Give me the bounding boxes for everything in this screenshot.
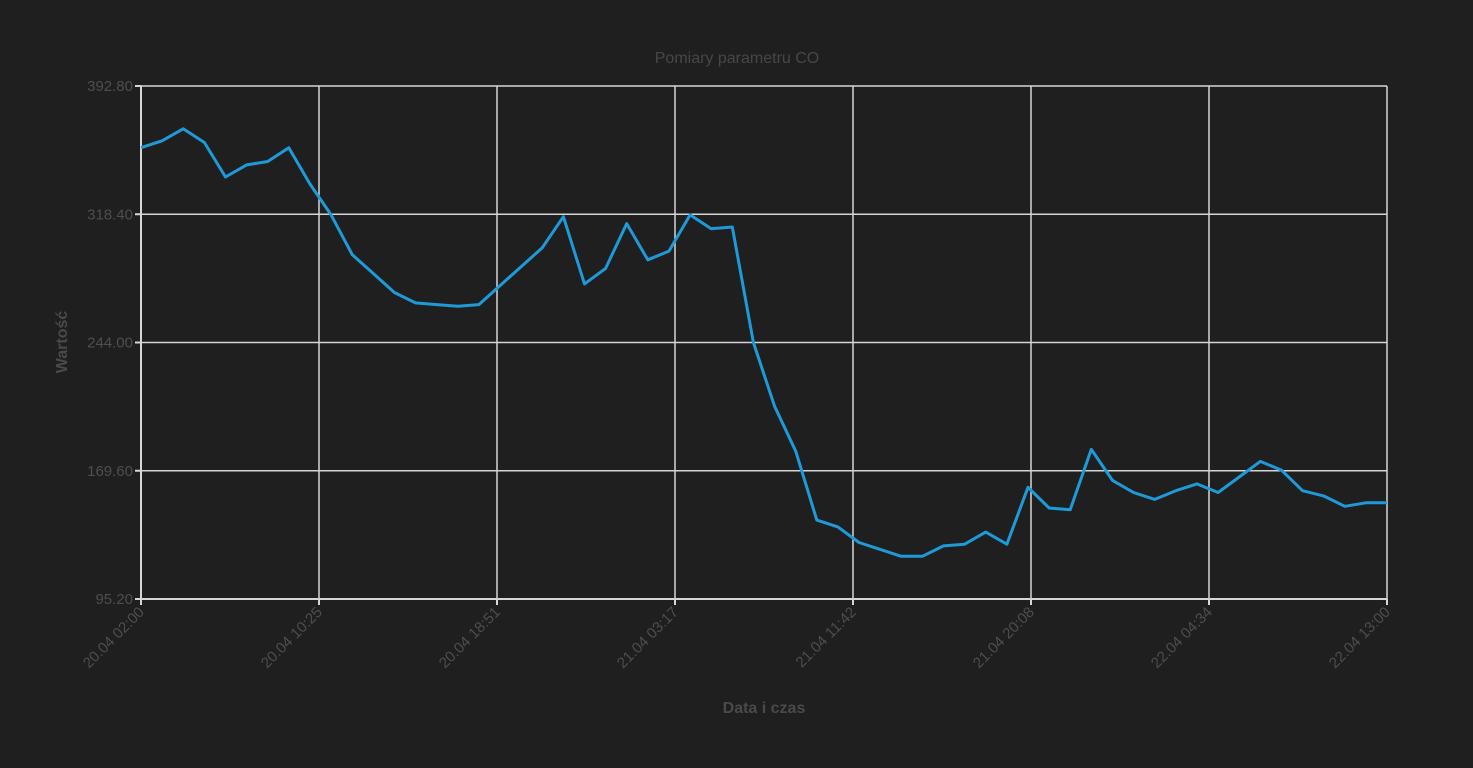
x-axis-label: Data i czas: [723, 700, 806, 717]
axes: [135, 85, 1388, 605]
x-tick-label: 20.04 18:51: [436, 604, 504, 672]
y-tick-label: 95.20: [95, 591, 133, 608]
chart-title: Pomiary parametru CO: [655, 50, 820, 67]
grid: [140, 85, 1388, 600]
series-line: [140, 127, 1387, 558]
x-tick-label: 20.04 02:00: [80, 604, 148, 672]
x-tick-label: 22.04 04:34: [1148, 604, 1216, 672]
y-tick-label: 318.40: [87, 206, 133, 223]
x-axis-ticks: 20.04 02:00 20.04 10:25 20.04 18:51 21.04 0…: [80, 604, 1394, 672]
y-tick-label: 169.60: [87, 463, 133, 480]
y-axis-ticks: 392.80 318.40 244.00 169.60 95.20: [87, 78, 133, 608]
y-tick-label: 244.00: [87, 335, 133, 352]
x-tick-label: 21.04 11:42: [793, 604, 860, 671]
y-axis-label: Wartość: [54, 311, 71, 374]
x-tick-label: 20.04 10:25: [258, 604, 326, 672]
x-tick-label: 22.04 13:00: [1326, 604, 1394, 672]
x-tick-label: 21.04 20:08: [970, 604, 1038, 672]
x-tick-label: 21.04 03:17: [614, 604, 682, 672]
y-tick-label: 392.80: [87, 78, 133, 95]
